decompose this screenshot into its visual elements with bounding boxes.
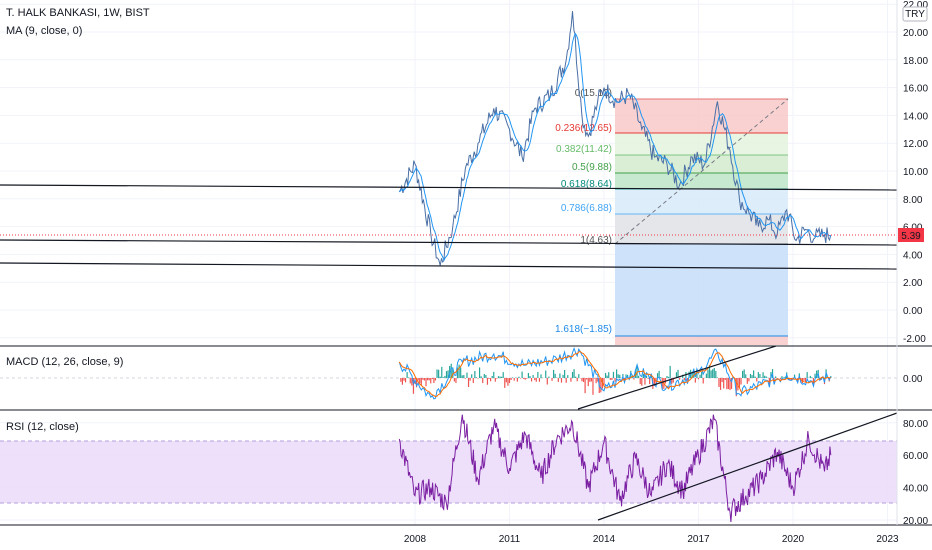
last-price-text: 5.39 [901,231,921,242]
x-tick-2008: 2008 [404,534,427,545]
fib-label-1: 1(4.63) [580,235,612,246]
macd-trend-line [577,345,777,410]
fib-label-0382: 0.382(11.42) [556,144,612,155]
y-tick-12.00: 12.00 [903,139,928,150]
rsi-trend-line [597,412,898,521]
fibonacci-zones [614,98,789,345]
rsi-tick-40.00: 40.00 [903,484,928,495]
rsi-tick-80.00: 80.00 [903,419,928,430]
y-tick-18.00: 18.00 [903,56,928,67]
rsi-tick-20.00: 20.00 [903,516,928,527]
x-tick-2017: 2017 [687,534,710,545]
price-axis: 22.00 20.00 18.00 16.00 14.00 12.00 10.00 8.00 6… [903,0,928,527]
macd-series [398,346,832,400]
macd-line [398,346,832,400]
y-tick-16.00: 16.00 [903,84,928,95]
trend-line-1 [0,184,898,191]
y-tick-2.00: 2.00 [903,278,923,289]
currency-box [902,6,928,22]
fib-zone-05-0618 [615,173,788,189]
signal-line [398,351,831,398]
price-series [398,11,832,266]
y-tick-0.00: 0.00 [903,306,923,317]
rsi-indicator-label: RSI (12, close) [6,421,79,433]
fib-zone-0786-1 [615,214,788,244]
y-tick-22.00: 22.00 [903,0,928,11]
fib-label-05: 0.5(9.88) [572,162,612,173]
symbol-title: T. HALK BANKASI, 1W, BIST [6,7,150,19]
price-line [398,11,832,266]
ma-indicator-label: MA (9, close, 0) [6,25,82,37]
last-price-badge [898,228,924,242]
x-tick-2011: 2011 [499,534,521,545]
rsi-tick-60.00: 60.00 [903,451,928,462]
trend-line-3 [0,262,898,270]
y-tick-20.00: 20.00 [903,28,928,39]
y-tick-4.00: 4.00 [903,250,923,261]
fib-zone-0618-0786 [615,189,788,214]
y-tick-14.00: 14.00 [903,111,928,122]
y-tick-10.00: 10.00 [903,167,928,178]
fib-label-0786: 0.786(6.88) [561,203,612,214]
y-tick-8.00: 8.00 [903,195,923,206]
x-tick-2023: 2023 [876,534,899,545]
rsi-line [398,414,832,523]
macd-tick-0.00: 0.00 [903,374,923,385]
fib-zone-1-1618 [615,244,788,336]
fib-label-0236: 0.236(12.65) [555,123,612,134]
fibonacci-labels: 0(15.12) 0.236(12.65) 0.382(11.42) 0.5(9… [555,88,612,335]
fib-label-0: 0(15.12) [575,88,612,99]
fib-label-0618: 0.618(8.64) [561,179,612,190]
x-tick-2020: 2020 [782,534,805,545]
time-axis: 20082011201420172020202320262029 [404,534,899,545]
x-tick-2014: 2014 [593,534,616,545]
y-tick--2.00: -2.00 [903,334,926,345]
fib-label-1618: 1.618(−1.85) [555,324,612,335]
macd-indicator-label: MACD (12, 26, close, 9) [6,356,123,368]
trend-lines [0,184,898,521]
rsi-series [398,414,832,523]
currency-label: TRY [905,9,925,20]
trend-line-2 [0,239,898,246]
fib-zone-below-1618 [615,336,788,345]
fib-zone-0236-0382 [615,133,788,155]
fib-zone-0-0236 [615,99,788,133]
ma-line [399,32,832,262]
